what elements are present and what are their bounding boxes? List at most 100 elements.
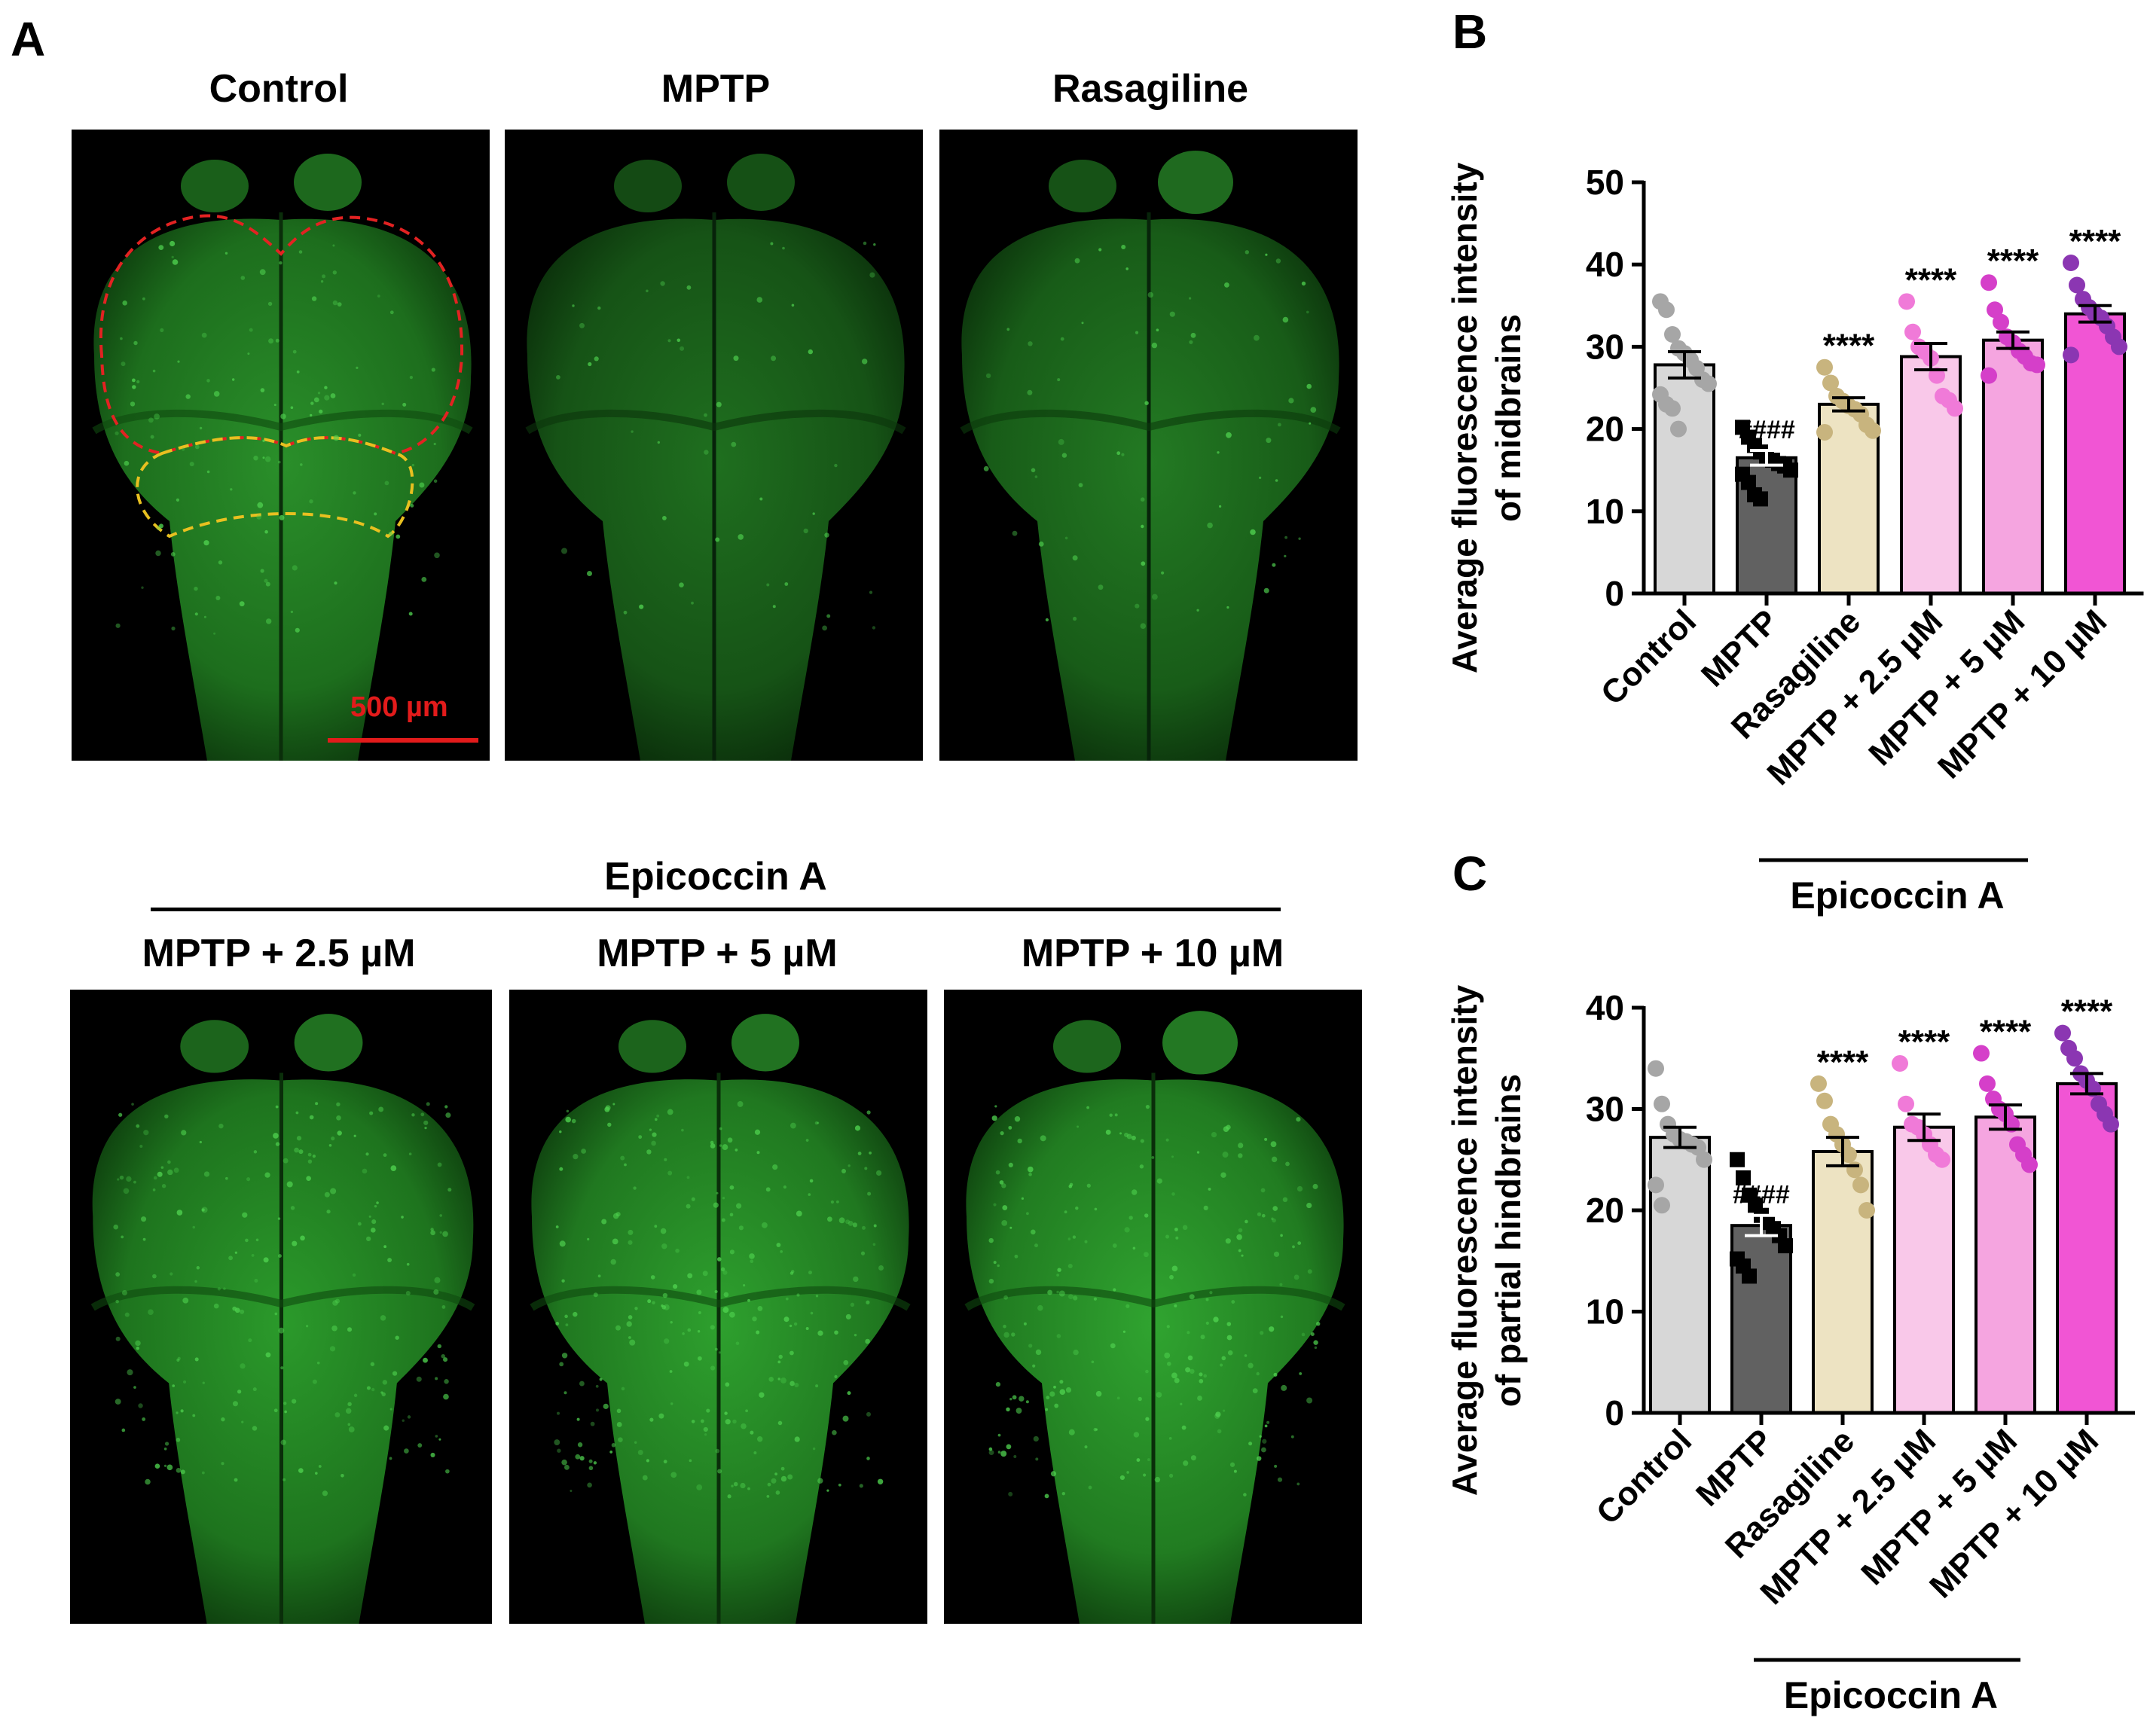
y-tick-label-0: 0 (1605, 574, 1624, 613)
speckles (988, 1105, 1321, 1499)
data-point-4-8 (2021, 1156, 2038, 1173)
data-point-0-8 (1700, 375, 1717, 392)
significance-marker-4: **** (1980, 1014, 2032, 1051)
data-point-0-11 (1664, 400, 1681, 417)
speckles (113, 1102, 452, 1496)
data-point-5-2 (2066, 1050, 2083, 1067)
data-point-2-6 (1846, 1161, 1863, 1179)
significance-marker-3: **** (1898, 1024, 1950, 1060)
data-point-4-8 (2029, 356, 2045, 374)
significance-marker-2: **** (1817, 1044, 1869, 1081)
data-point-4-9 (1981, 367, 1997, 384)
brain-fluorescence-mptp-5 (530, 1014, 911, 1624)
y-axis-label-line1: Average fluorescence intensity (1445, 162, 1484, 673)
data-point-0-8 (1696, 1151, 1712, 1168)
data-point-2-8 (1858, 1202, 1875, 1219)
data-point-1-8 (1783, 462, 1798, 478)
data-point-5-8 (2103, 1115, 2119, 1133)
y-tick-label-0: 0 (1605, 1393, 1624, 1432)
data-point-2-0 (1816, 358, 1833, 376)
micrograph-mptp-10 (944, 990, 1362, 1624)
data-point-2-1 (1816, 1092, 1833, 1109)
data-point-0-12 (1670, 420, 1687, 438)
data-point-0-10 (1654, 1197, 1670, 1214)
brain-fluorescence-rasagiline (960, 151, 1341, 761)
image-title-mptp: MPTP (661, 67, 771, 111)
data-point-3-0 (1892, 1054, 1908, 1072)
brain-fluorescence-mptp (525, 154, 906, 761)
panel-letter-c: C (1452, 847, 1488, 901)
data-point-3-8 (1947, 400, 1963, 417)
data-point-3-1 (1904, 323, 1921, 340)
chart-partial-hindbrains: Average fluorescence intensity of partial… (1445, 984, 2135, 1716)
data-point-0-1 (1654, 1095, 1670, 1112)
data-point-2-9 (1816, 423, 1833, 441)
data-point-4-0 (1981, 274, 1997, 291)
chart-b-container: Average fluorescence intensity of midbrai… (1431, 136, 2144, 923)
y-tick-label-2: 20 (1586, 410, 1624, 449)
image-title-mptp-2-5: MPTP + 2.5 µM (142, 932, 416, 975)
brain-fluorescence-control (92, 154, 473, 761)
y-tick-label-3: 30 (1586, 1090, 1624, 1129)
speckles (554, 1101, 884, 1499)
data-point-5-1 (2069, 276, 2085, 294)
y-tick-label-1: 10 (1586, 1292, 1624, 1332)
data-point-2-5 (1840, 1146, 1857, 1164)
y-axis-label-line2: of midbrains (1489, 314, 1528, 522)
data-point-1-12 (1753, 491, 1768, 507)
data-point-2-1 (1822, 374, 1839, 392)
data-point-1-11 (1742, 1268, 1757, 1284)
y-tick-label-4: 40 (1586, 245, 1624, 284)
data-point-4-1 (1987, 301, 2003, 319)
data-point-3-5 (1929, 367, 1945, 384)
data-point-1-8 (1778, 1238, 1793, 1254)
brain-fluorescence-mptp-10 (964, 1011, 1345, 1624)
scale-bar (328, 738, 478, 743)
image-title-mptp-10: MPTP + 10 µM (1021, 932, 1284, 975)
significance-marker-1: #### (1738, 416, 1795, 444)
bar-5 (2056, 1082, 2118, 1414)
significance-marker-1: #### (1733, 1181, 1790, 1210)
data-point-0-0 (1648, 1060, 1664, 1077)
bar-3 (1900, 355, 1962, 595)
micrograph-control: 500 µm (72, 130, 490, 761)
image-title-mptp-5: MPTP + 5 µM (597, 932, 838, 975)
significance-marker-4: **** (1987, 243, 2039, 279)
brain-fluorescence-mptp-2-5 (90, 1014, 475, 1624)
significance-marker-5: **** (2061, 993, 2113, 1030)
bar-2 (1812, 1149, 1874, 1415)
y-axis-label-line2: of partial hindbrains (1489, 1074, 1528, 1407)
panel-letter-b: B (1452, 5, 1488, 59)
group-label: Epicoccin A (1790, 874, 2004, 917)
y-tick-label-3: 30 (1586, 327, 1624, 366)
speckles (983, 245, 1317, 629)
data-point-4-0 (1973, 1045, 1990, 1062)
data-point-1-0 (1730, 1152, 1745, 1167)
data-point-1-10 (1741, 474, 1756, 490)
y-tick-label-4: 40 (1586, 988, 1624, 1027)
y-axis-label-line1: Average fluorescence intensity (1445, 984, 1484, 1496)
data-point-4-1 (1979, 1075, 1996, 1092)
micrograph-mptp-2-5 (70, 990, 492, 1624)
panel-letter-a: A (11, 12, 46, 66)
image-title-rasagiline: Rasagiline (1052, 67, 1249, 111)
image-title-control: Control (209, 67, 349, 111)
scale-bar-label: 500 µm (350, 691, 448, 723)
data-point-0-9 (1648, 1176, 1664, 1194)
data-point-4-2 (1993, 313, 2009, 331)
data-point-1-1 (1736, 1170, 1751, 1185)
micrograph-mptp-5 (509, 990, 927, 1624)
data-point-3-7 (1934, 1151, 1950, 1168)
speckles (115, 240, 440, 635)
x-tick-label-0: Control (1594, 603, 1703, 712)
data-point-2-8 (1865, 422, 1881, 439)
significance-marker-2: **** (1823, 328, 1875, 365)
data-point-5-0 (2063, 255, 2079, 272)
data-point-5-0 (2054, 1024, 2071, 1042)
image-group-bracket (151, 908, 1281, 911)
x-tick-label-0: Control (1590, 1422, 1699, 1531)
data-point-2-0 (1810, 1075, 1827, 1092)
data-point-0-1 (1658, 301, 1675, 319)
speckles (556, 241, 876, 631)
chart-c-container: Average fluorescence intensity of partial… (1431, 972, 2144, 1736)
